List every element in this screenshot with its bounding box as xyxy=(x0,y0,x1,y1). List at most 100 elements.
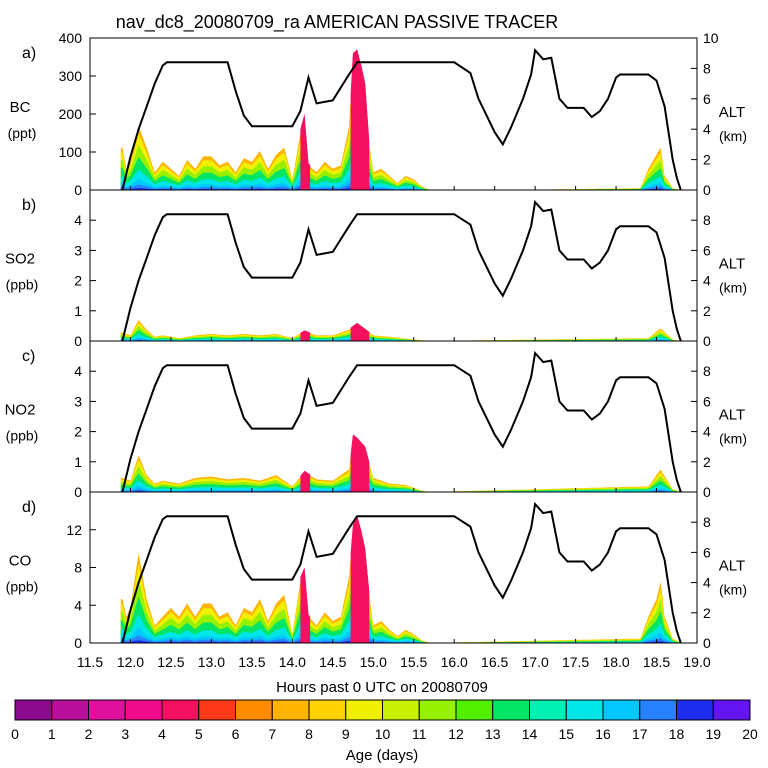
colorbar-tick-label: 7 xyxy=(268,726,276,742)
colorbar-swatch xyxy=(418,699,457,721)
alt-tick-label: 8 xyxy=(703,514,711,530)
so2-plume-spike-1 xyxy=(300,330,311,341)
bc-profile xyxy=(120,49,681,191)
chart-title: nav_dc8_20080709_ra AMERICAN PASSIVE TRA… xyxy=(116,12,559,33)
alt-tick-label: 2 xyxy=(703,303,711,319)
alt-label: ALT xyxy=(719,558,745,575)
unit-label: (ppb) xyxy=(6,579,39,595)
x-tick-label: 12.5 xyxy=(157,654,184,670)
alt-unit-label: (km) xyxy=(719,431,747,447)
alt-label: ALT xyxy=(719,256,745,273)
y-tick-label: 100 xyxy=(59,144,83,160)
colorbar-swatch xyxy=(198,699,236,721)
x-tick-label: 11.5 xyxy=(77,654,103,670)
so2-profile xyxy=(120,319,681,341)
x-tick-label: 18.0 xyxy=(602,654,629,670)
alt-tick-label: 8 xyxy=(703,60,711,76)
so2-age-band-13 xyxy=(120,330,681,341)
colorbar-swatch xyxy=(492,699,530,721)
x-tick-label: 15.0 xyxy=(360,654,387,670)
bc-age-band-9 xyxy=(120,74,681,190)
colorbar-swatch xyxy=(235,699,273,721)
alt-tick-label: 0 xyxy=(703,333,711,349)
species-label: SO2 xyxy=(5,251,35,268)
colorbar-tick-label: 2 xyxy=(85,726,93,742)
alt-tick-label: 4 xyxy=(703,424,711,440)
colorbar-swatch xyxy=(88,699,126,721)
altitude-line xyxy=(121,350,682,493)
colorbar-tick-label: 12 xyxy=(448,726,464,742)
colorbar-tick-label: 6 xyxy=(232,726,240,742)
y-tick-label: 4 xyxy=(74,363,82,379)
y-tick-label: 200 xyxy=(59,106,83,122)
colorbar-swatch xyxy=(271,699,310,721)
altitude-line xyxy=(121,501,682,644)
bc-plume-spike-1 xyxy=(300,114,311,190)
y-tick-label: 0 xyxy=(74,635,82,651)
colorbar-tick-label: 11 xyxy=(412,726,427,742)
so2-age-band-15 xyxy=(120,334,681,341)
y-tick-label: 400 xyxy=(59,30,83,46)
x-tick-label: 14.0 xyxy=(279,654,306,670)
bc-age-band-18 xyxy=(120,185,681,190)
colorbar-swatch xyxy=(712,699,751,721)
colorbar-tick-label: 8 xyxy=(305,726,313,742)
colorbar-swatch xyxy=(455,699,494,721)
panel-so2: 0 1 2 3 4 0 2 4 6 8 b) SO2 (ppb) ALT (km) xyxy=(5,189,747,349)
alt-tick-label: 2 xyxy=(703,605,711,621)
panel-label: b) xyxy=(22,197,36,214)
y-tick-label: 3 xyxy=(74,393,82,409)
y-tick-label: 0 xyxy=(74,182,82,198)
y-tick-label: 300 xyxy=(59,68,83,84)
alt-tick-label: 6 xyxy=(703,393,711,409)
colorbar-tick-label: 0 xyxy=(11,726,19,742)
so2-age-band-9 xyxy=(120,322,681,341)
colorbar-tick-label: 13 xyxy=(485,726,501,742)
colorbar-tick-label: 19 xyxy=(705,726,721,742)
x-tick-label: 19.0 xyxy=(683,654,710,670)
alt-tick-label: 10 xyxy=(703,30,719,46)
alt-tick-label: 8 xyxy=(703,212,711,228)
colorbar: 0 1 2 3 4 5 6 7 8 9 10 11 12 13 14 15 16 17 18 19 20 xyxy=(11,699,758,742)
y-tick-label: 0 xyxy=(74,484,82,500)
altitude-line xyxy=(121,47,682,191)
no2-age-band-15 xyxy=(120,474,681,492)
bc-age-band-11 xyxy=(120,97,681,190)
alt-tick-label: 2 xyxy=(703,152,711,168)
colorbar-swatch xyxy=(14,699,53,721)
unit-label: (ppb) xyxy=(6,277,39,293)
co-age-band-13 xyxy=(120,581,681,643)
colorbar-swatch xyxy=(382,699,420,721)
colorbar-swatch xyxy=(565,699,604,721)
alt-tick-label: 2 xyxy=(703,454,711,470)
x-tick-label: 13.5 xyxy=(238,654,265,670)
alt-tick-label: 0 xyxy=(703,484,711,500)
co-age-band-16 xyxy=(120,622,681,643)
co-age-band-17 xyxy=(120,632,681,643)
colorbar-tick-label: 1 xyxy=(48,726,56,742)
alt-tick-label: 4 xyxy=(703,121,711,137)
x-tick-label: 16.0 xyxy=(441,654,468,670)
panel-frame xyxy=(89,189,698,342)
co-age-band-15 xyxy=(120,604,681,643)
colorbar-tick-label: 17 xyxy=(632,726,648,742)
x-tick-label: 16.5 xyxy=(481,654,508,670)
so2-plume-spike-2 xyxy=(350,322,370,341)
alt-tick-label: 6 xyxy=(703,91,711,107)
no2-plume-spike-2 xyxy=(350,434,370,492)
so2-age-band-11 xyxy=(120,326,681,341)
y-tick-label: 12 xyxy=(66,522,82,538)
co-age-band-18 xyxy=(120,639,681,643)
colorbar-tick-label: 14 xyxy=(522,726,538,742)
alt-unit-label: (km) xyxy=(719,128,747,144)
co-profile xyxy=(120,515,681,643)
panel-bc: 0 100 200 300 400 0 2 4 6 8 10 a) BC (ppt) ALT (km) xyxy=(8,30,747,198)
colorbar-swatch xyxy=(51,699,89,721)
colorbar-tick-label: 20 xyxy=(742,726,758,742)
y-tick-label: 3 xyxy=(74,242,82,258)
so2-age-band-16 xyxy=(120,337,681,341)
alt-tick-label: 6 xyxy=(703,242,711,258)
panel-co: 0 4 8 12 0 2 4 6 8 d) CO (ppb) ALT (km) xyxy=(6,491,747,651)
colorbar-swatch xyxy=(639,699,677,721)
